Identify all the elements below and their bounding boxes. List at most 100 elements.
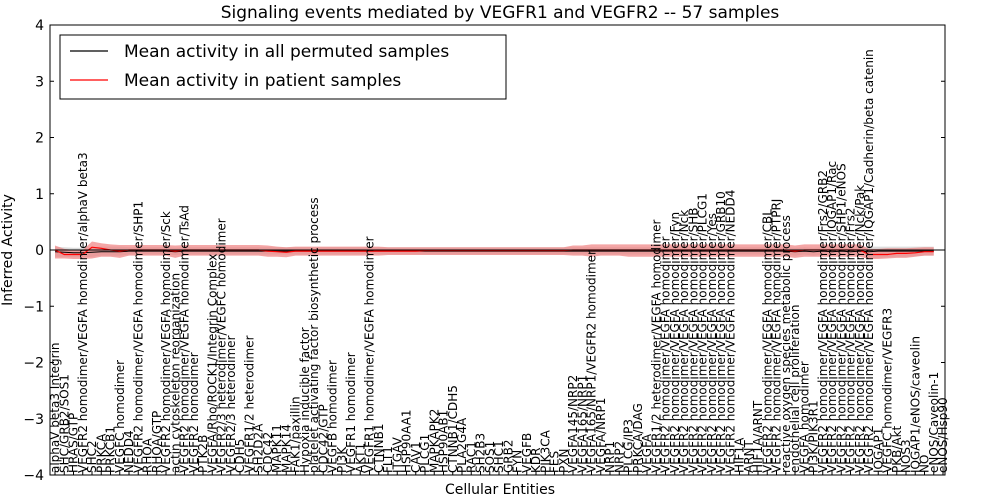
x-tick-label: VEGFR2 homodimer	[187, 352, 201, 473]
x-tick-labels: alphaV beta3 IntegrinSHC/GRB2/SOS1HRAS/G…	[48, 49, 950, 475]
x-tick-label: RHOA/GTP	[150, 411, 164, 473]
x-tick-label: PIK3CA	[538, 429, 552, 473]
x-tick-label: VEGFR2 homodimer/VEGFA homodimer/Yes	[705, 213, 719, 473]
x-tick-label: VEGFR2 homodimer/VEGFA homodimer/Sck	[159, 211, 173, 473]
x-tick-label: VEGFR1 homodimer/VEGFA homodimer	[363, 236, 377, 473]
x-tick-label: PTK2B	[196, 435, 210, 473]
x-tick-label: HSP90AB1	[437, 410, 451, 473]
x-tick-label: FLT1	[381, 446, 395, 473]
x-tick-label: VEGFA145/NRP2	[566, 375, 580, 473]
x-tick-label: VEGFR2 homodimer/VEGFA homodimer/PLCG1	[696, 193, 710, 473]
x-tick-label: SH2B3	[474, 433, 488, 473]
x-tick-label: VEGFR2 homodimer/VEGFA homodimer/IQGAP1/…	[862, 49, 876, 473]
x-tick-label: HSP90AA1	[400, 409, 414, 473]
x-tick-label: VEGFR2 homodimer/VEGFA homodimer/IQGAP1/…	[825, 161, 839, 473]
y-axis-label: Inferred Activity	[0, 194, 16, 306]
x-tick-label: SHC2	[85, 440, 99, 473]
x-tick-label: PI3K/PIK3R1	[807, 400, 821, 473]
x-tick-label: PLCG/IP3	[622, 419, 636, 473]
x-tick-label: VEGFC homodimer	[113, 360, 127, 473]
legend-label-patient: Mean activity in patient samples	[124, 71, 401, 91]
x-tick-label: SOS1	[483, 441, 497, 473]
x-tick-label: ARNT	[742, 439, 756, 473]
y-tick-label: −1	[23, 299, 44, 315]
x-tick-label: VEGFA homodimer	[797, 361, 811, 473]
x-tick-label: MAPK14	[279, 424, 293, 473]
x-tick-label: VEGFR2/3 heterodimer/VEGFC homodimer	[215, 218, 229, 473]
x-tick-label: VEGFR1/2 heterodimer	[242, 335, 256, 473]
chart-title: Signaling events mediated by VEGFR1 and …	[221, 3, 780, 23]
x-tick-label: VEGFB homodimer	[326, 360, 340, 473]
x-tick-label: HRAS/GTP	[67, 413, 81, 473]
x-tick-label: CAV1	[409, 441, 423, 473]
legend-label-permuted: Mean activity in all permuted samples	[124, 42, 449, 62]
x-tick-label: ITGAV	[390, 436, 404, 473]
x-tick-label: VEGFA165/NRP1	[575, 375, 589, 473]
x-tick-label: VEGFR2 homodimer/VEGFA homodimer/SHP1	[131, 201, 145, 473]
x-tick-label: VEGFA165/NRP1/VEGFR2 homodimer	[585, 250, 599, 473]
y-tick-label: −2	[23, 356, 44, 372]
x-tick-label: SH2D2A	[252, 423, 266, 473]
x-tick-label: VEGFR2 homodimer/VEGFA homodimer/SHP1/eN…	[834, 163, 848, 473]
x-tick-label: PI3K	[335, 446, 349, 473]
x-tick-label: VEGFA	[640, 433, 654, 473]
y-tick-label: −3	[23, 412, 44, 428]
x-tick-label: CDC42	[261, 432, 275, 473]
x-tick-label: PRKCB1	[104, 426, 118, 473]
legend-box	[59, 34, 507, 100]
x-tick-label: IQGAP1	[871, 428, 885, 473]
y-tick-label: 0	[35, 243, 44, 259]
x-tick-label: VEGFR1/2 heterodimer/VEGFA homodimer	[649, 220, 663, 473]
x-tick-label: endothelial cell proliferation	[788, 305, 802, 473]
y-tick-label: −4	[23, 468, 44, 484]
x-tick-label: VEGFA/NRP1	[594, 398, 608, 473]
x-tick-label: NEDD4	[122, 430, 136, 473]
x-tick-label: eNOS/Caveolin-1	[927, 372, 941, 473]
x-tick-label: PKB/Akt	[890, 425, 904, 473]
x-tick-label: platelet activating factor biosynthetic …	[307, 197, 321, 473]
x-tick-label: NO	[918, 455, 932, 473]
x-tick-label: VEGFR2 homodimer/VEGFA homodimer/Frs2/GR…	[816, 170, 830, 473]
x-tick-label: FES	[548, 451, 562, 473]
x-tick-label: GRB2	[501, 439, 515, 473]
x-tick-label: VEGFR2 homodimer/VEGFA homodimer/alphaV …	[76, 152, 90, 473]
x-tick-label: CDH5	[233, 439, 247, 473]
x-tick-label: VEGFR2 homodimer/VEGFA homodimer/Fyn	[668, 212, 682, 473]
x-tick-label: VEGFR2 homodimer/VEGFA homodimer/Frs2	[844, 208, 858, 474]
x-tick-label: HIF1A/ARNT	[751, 400, 765, 473]
x-tick-label: VEGFR2 homodimer/VEGFA homodimer/Nck/Pak	[853, 185, 867, 473]
x-tick-label: SHC1	[492, 440, 506, 473]
y-tick-label: 1	[35, 187, 44, 203]
plot-frame	[49, 24, 946, 476]
x-tick-label: CDC42/GTP	[316, 404, 330, 473]
x-tick-label: SHC/GRB2/SOS1	[57, 374, 71, 473]
x-tick-label: VEGFR2 homodimer/VEGFA homodimer	[659, 236, 673, 473]
x-tick-label: RHOA	[141, 437, 155, 473]
x-tick-label: VEGFR2 homodimer/VEGFA homodimer/Nck	[677, 210, 691, 473]
x-tick-label: VEGFB	[520, 433, 534, 473]
x-tick-label: FYN	[511, 450, 525, 473]
x-tick-label: alphaV beta3 Integrin	[48, 342, 62, 473]
y-tick-label: 3	[35, 74, 44, 90]
y-ticks: −4 −3 −2 −1 0 1 2 3 4	[23, 18, 945, 484]
x-tick-label: PLCG1	[418, 434, 432, 473]
x-tick-label: reactive oxygen species metabolic proces…	[779, 215, 793, 473]
x-tick-label: VEGFR2 homodimer/VEGFA homodimer/NEDD4	[723, 190, 737, 473]
x-tick-label: FAK1/paxillin	[289, 396, 303, 473]
x-tick-label: KDR	[529, 448, 543, 473]
x-tick-label: NRP2	[612, 441, 626, 473]
x-tick-label: CTNNB1	[372, 423, 386, 473]
x-tick-label: VEGFR2 homodimer/VEGFA homodimer/CBL	[760, 209, 774, 473]
y-tick-label: 4	[35, 18, 44, 34]
x-tick-label: VEGFR1 homodimer	[344, 352, 358, 473]
x-tick-label: VEGFR2 homodimer/VEGFA homodimer/SHB	[686, 207, 700, 473]
x-tick-label: VEGFC homodimer/VEGFR3	[881, 308, 895, 473]
x-axis-label: Cellular Entities	[445, 482, 555, 498]
x-tick-label: MAPKAPK2	[427, 409, 441, 473]
x-tick-label: CTNNB1/CDH5	[446, 385, 460, 473]
x-tick-label: PRKCA	[94, 433, 108, 473]
x-tick-label: MAPK11	[270, 424, 284, 473]
x-tick-label: VEGFR2 homodimer/VEGFA homodimer/PTPRJ	[770, 199, 784, 473]
x-tick-label: eNOS/Hsp90	[936, 397, 950, 473]
